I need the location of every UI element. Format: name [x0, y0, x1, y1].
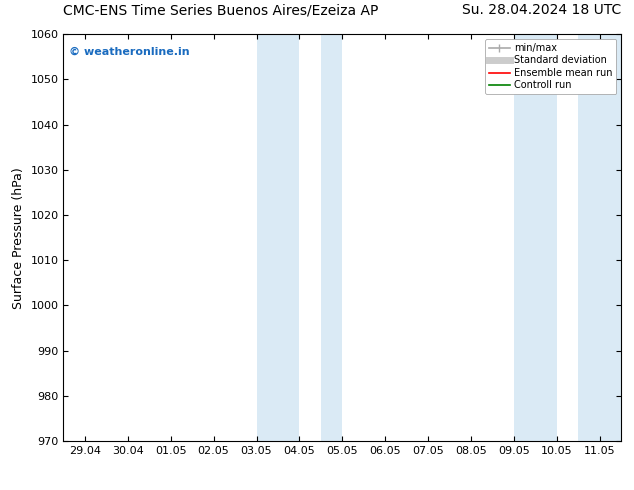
Legend: min/max, Standard deviation, Ensemble mean run, Controll run: min/max, Standard deviation, Ensemble me…: [485, 39, 616, 94]
Text: CMC-ENS Time Series Buenos Aires/Ezeiza AP: CMC-ENS Time Series Buenos Aires/Ezeiza …: [63, 3, 378, 17]
Text: © weatheronline.in: © weatheronline.in: [69, 47, 190, 56]
Bar: [578, 34, 621, 441]
Bar: [514, 34, 557, 441]
Bar: [257, 34, 299, 441]
Text: Su. 28.04.2024 18 UTC: Su. 28.04.2024 18 UTC: [462, 3, 621, 17]
Y-axis label: Surface Pressure (hPa): Surface Pressure (hPa): [12, 167, 25, 309]
Bar: [321, 34, 342, 441]
